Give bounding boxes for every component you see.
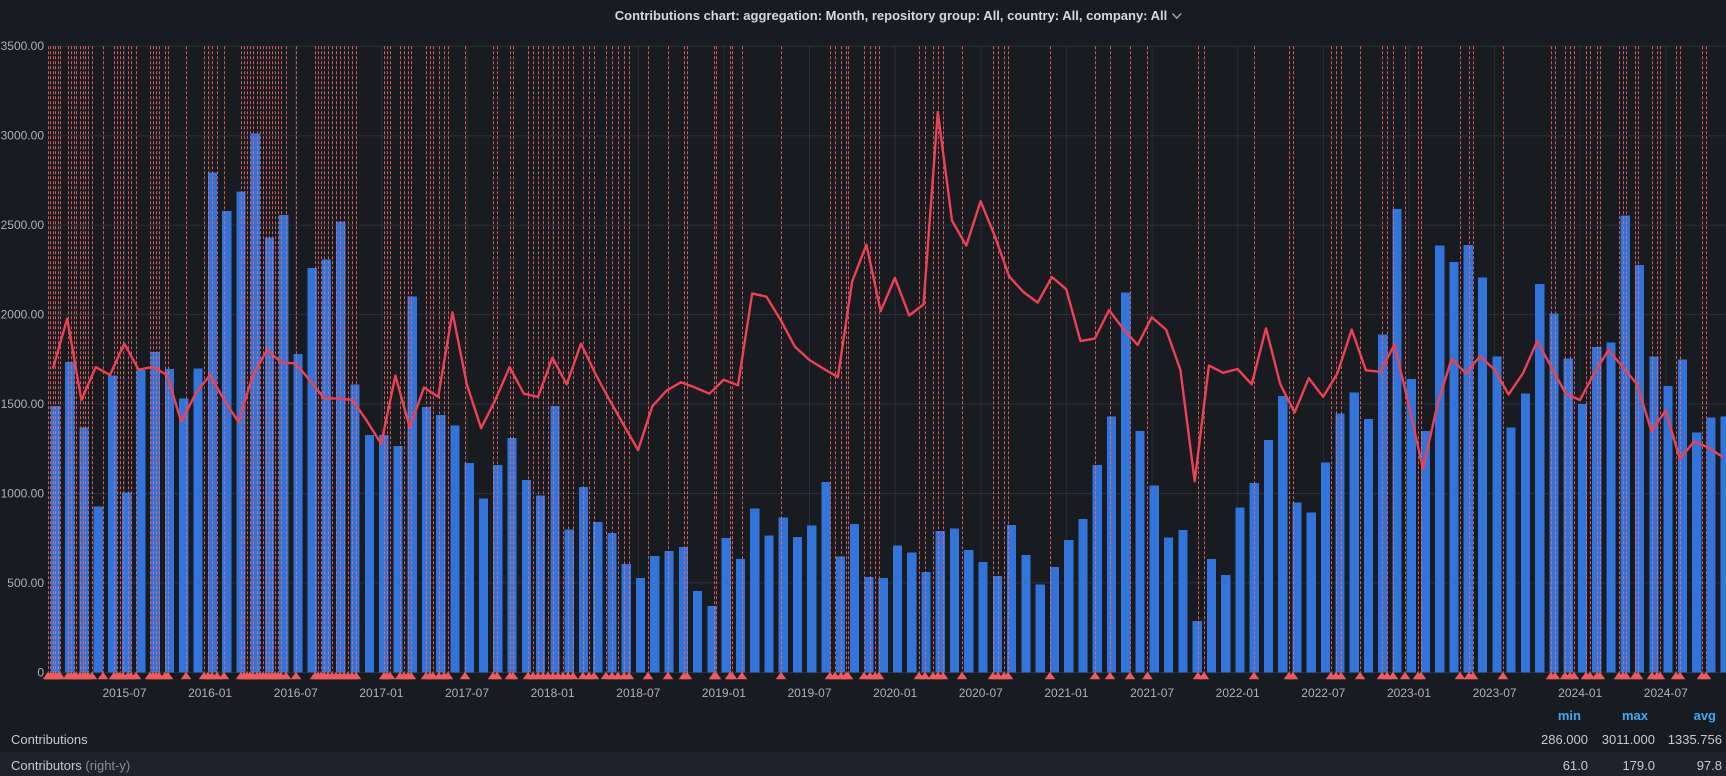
svg-text:500.00: 500.00: [7, 576, 44, 590]
svg-text:2500.00: 2500.00: [1, 218, 45, 232]
svg-text:1500.00: 1500.00: [1, 397, 45, 411]
svg-text:Contributions chart: aggregati: Contributions chart: aggregation: Month,…: [615, 8, 1168, 23]
svg-text:3500.00: 3500.00: [1, 39, 45, 53]
svg-text:2022-07: 2022-07: [1301, 686, 1345, 700]
svg-text:2019-07: 2019-07: [787, 686, 831, 700]
svg-text:179.0: 179.0: [1622, 758, 1655, 773]
svg-text:2000.00: 2000.00: [1, 308, 45, 322]
svg-text:2023-01: 2023-01: [1387, 686, 1431, 700]
svg-text:1335.756: 1335.756: [1668, 732, 1722, 747]
svg-text:2017-01: 2017-01: [359, 686, 403, 700]
svg-text:0: 0: [37, 665, 44, 679]
svg-text:2018-01: 2018-01: [531, 686, 575, 700]
svg-text:avg: avg: [1694, 708, 1716, 723]
svg-text:2023-07: 2023-07: [1473, 686, 1517, 700]
svg-text:2021-01: 2021-01: [1044, 686, 1088, 700]
svg-text:2020-07: 2020-07: [959, 686, 1003, 700]
svg-text:2016-07: 2016-07: [274, 686, 318, 700]
svg-text:3011.000: 3011.000: [1602, 732, 1655, 747]
svg-text:min: min: [1558, 708, 1581, 723]
svg-text:2024-01: 2024-01: [1558, 686, 1602, 700]
svg-text:2018-07: 2018-07: [616, 686, 660, 700]
svg-text:286.000: 286.000: [1541, 732, 1588, 747]
svg-text:Contributions: Contributions: [11, 732, 88, 747]
svg-text:2024-07: 2024-07: [1644, 686, 1688, 700]
svg-text:2021-07: 2021-07: [1130, 686, 1174, 700]
svg-text:max: max: [1622, 708, 1649, 723]
svg-text:2022-01: 2022-01: [1216, 686, 1260, 700]
svg-text:61.0: 61.0: [1563, 758, 1588, 773]
svg-text:2016-01: 2016-01: [188, 686, 232, 700]
svg-text:3000.00: 3000.00: [1, 129, 45, 143]
svg-text:97.8: 97.8: [1697, 758, 1722, 773]
svg-text:2019-01: 2019-01: [702, 686, 746, 700]
svg-text:1000.00: 1000.00: [1, 487, 45, 501]
svg-text:Contributors (right-y): Contributors (right-y): [11, 758, 130, 773]
svg-text:2017-07: 2017-07: [445, 686, 489, 700]
svg-text:2020-01: 2020-01: [873, 686, 917, 700]
svg-text:2015-07: 2015-07: [102, 686, 146, 700]
